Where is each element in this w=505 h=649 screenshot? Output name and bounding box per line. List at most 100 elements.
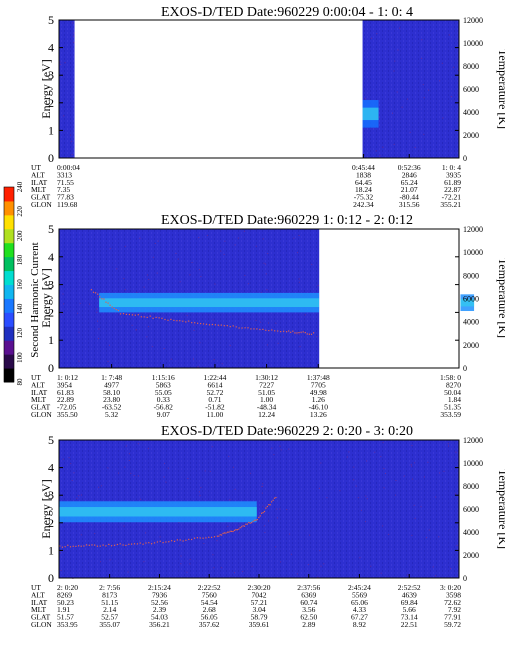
panel-2-data-gap-1 [319,229,461,368]
panel-1-y2-axis-label: Temperature [K] [496,49,505,129]
panel-2-ephemeris-value: 51.35 [444,403,461,412]
panel-2-y-tick-label: 0 [48,361,54,375]
panel-1-ephemeris-row-label: GLON [31,200,52,209]
colorbar-tick-label: 240 [16,181,24,192]
panel-3-ephemeris-row-label: ILAT [31,598,48,607]
panel-2-ephemeris-value: -51.82 [205,403,225,412]
panel-2-y-tick-label: 1 [48,333,54,347]
panel-1-ephemeris-value: -72.21 [442,193,462,202]
panel-3-ephemeris-value: 3: 0:20 [440,583,461,592]
panel-1-y-tick-label: 5 [48,13,54,27]
colorbar-segment [4,298,14,313]
panel-3-ephemeris-value: 2.39 [153,605,166,614]
panel-3: EXOS-D/TED Date:960229 2: 0:20 - 3: 0:20… [31,424,505,629]
panel-3-y2-tick-label: 8000 [463,482,479,491]
panel-2-ephemeris-value: 1.00 [260,395,273,404]
panel-2-ephemeris-value: -48.34 [257,403,277,412]
panel-3-ephemeris-row-label: UT [31,583,41,592]
panel-1-y-tick-label: 1 [48,123,54,137]
panel-2-ephemeris-value: 9.07 [157,410,170,419]
panel-2-ephemeris-row-label: GLON [31,410,52,419]
panel-2-y2-tick-label: 4000 [463,318,479,327]
panel-1-y2-tick-label: 10000 [463,39,483,48]
colorbar-segment [4,368,14,383]
panel-2-ephemeris-value: 55.05 [155,388,172,397]
panel-1-ephemeris-value: 21.07 [401,185,418,194]
panel-2-y-tick-label: 4 [48,250,54,264]
panel-3-ephemeris-value: 3598 [446,590,461,599]
panel-1-y-tick-label: 4 [48,41,54,55]
panel-3-y-tick-label: 0 [48,571,54,585]
panel-3-ephemeris-row-label: MLT [31,605,47,614]
panel-3-ephemeris-value: 7560 [202,590,217,599]
colorbar-segment [4,340,14,355]
panel-3-y-tick-label: 2 [48,516,54,530]
panel-3-ephemeris-value: 67.27 [351,613,368,622]
panel-3-noise-speckles [60,442,458,579]
panel-3-ephemeris-value: 50.23 [57,598,74,607]
panel-2-ephemeris-row-label: ILAT [31,388,48,397]
colorbar-segment [4,256,14,272]
panel-2-ephemeris-value: 5863 [156,380,171,389]
panel-3-ephemeris-value: 3.04 [252,605,265,614]
panel-1-ephemeris-value: 71.55 [57,178,74,187]
colorbar-segment [4,187,14,202]
panel-2-ephemeris-row-label: UT [31,373,41,382]
colorbar-segment [4,214,14,230]
colorbar-label: Second Harmonic Current [29,242,41,357]
panel-3-ephemeris-row-label: GLON [31,620,52,629]
panel-2-ephemeris-value: 1:15:16 [152,373,175,382]
colorbar-segment [4,312,14,327]
panel-1-ephemeris-row-label: ILAT [31,178,48,187]
panel-2-ephemeris-value: 22.89 [57,395,74,404]
panel-2-y2-tick-label: 12000 [463,225,483,234]
panel-3-ephemeris-value: 2.68 [203,605,216,614]
panel-3-ephemeris-value: 52.56 [151,598,168,607]
panel-3-ephemeris-value: 3.56 [302,605,315,614]
panel-1-ephemeris-value: -75.32 [354,193,374,202]
panel-2-y-tick-label: 5 [48,222,54,236]
panel-1-ephemeris-value: 0:52:36 [398,163,421,172]
panel-2-y2-tick-label: 0 [463,364,467,373]
panel-3-ephemeris-value: 51.57 [57,613,74,622]
panel-2-ephemeris-value: 1: 0:12 [57,373,78,382]
panel-2-ephemeris-value: 1: 7:48 [101,373,122,382]
panel-2-plot-area: 0 1 2 3 4 5 0 2000 4000 6000 8000 10000 12000 [48,222,483,375]
panel-3-ephemeris-value: 2:45:24 [348,583,371,592]
panel-1-plot-area: 0 1 2 3 4 5 0 2000 4000 6000 8000 10000 12000 [48,13,483,165]
panel-1-ephemeris-value: 242.34 [353,200,374,209]
panel-2-y2-axis-label: Temperature [K] [496,258,505,338]
panel-1-ephemeris-value: 2846 [402,170,417,179]
panel-3-ephemeris-value: 73.14 [401,613,418,622]
panel-3-y-tick-label: 4 [48,461,54,475]
panel-2-ephemeris-value: -56.82 [154,403,174,412]
panel-2-ephemeris-value: 0.71 [208,395,221,404]
panel-2-ephemeris-value: 52.72 [207,388,224,397]
colorbar-tick-label: 200 [16,230,24,241]
panel-1-y2-tick-label: 12000 [463,16,483,25]
panel-2-ephemeris-value: 353.59 [440,410,461,419]
panel-1-ephemeris-value: 7.35 [57,185,70,194]
panel-1-ephemeris-value: 119.68 [57,200,78,209]
panel-1-plot-frame [58,19,460,159]
panel-3-ephemeris-value: 54.54 [201,598,218,607]
panel-1-ephemeris-value: 0:00:04 [57,163,80,172]
panel-2-ephemeris-value: 58.10 [103,388,120,397]
panel-1-ephemeris-row-label: GLAT [31,193,51,202]
panel-2-ephemeris-value: 1:30:12 [255,373,278,382]
panel-1-y-tick-label: 2 [48,96,54,110]
panel-3-ephemeris-value: 60.74 [300,598,317,607]
panel-2-ion-band-core-1 [99,298,320,308]
panel-2: EXOS-D/TED Date:960229 1: 0:12 - 2: 0:12… [31,213,505,419]
panel-3-ephemeris-value: 2:15:24 [148,583,171,592]
colorbar-tick-label: 180 [16,254,24,265]
panel-2-ephemeris-value: 12.24 [258,410,275,419]
panel-2-ephemeris-value: 6614 [207,380,222,389]
panel-3-ephemeris-value: 2:30:20 [248,583,271,592]
panel-2-ephemeris-value: -46.10 [309,403,329,412]
panel-3-ephemeris-value: 5569 [352,590,367,599]
panel-3-ephemeris-value: 51.15 [101,598,118,607]
